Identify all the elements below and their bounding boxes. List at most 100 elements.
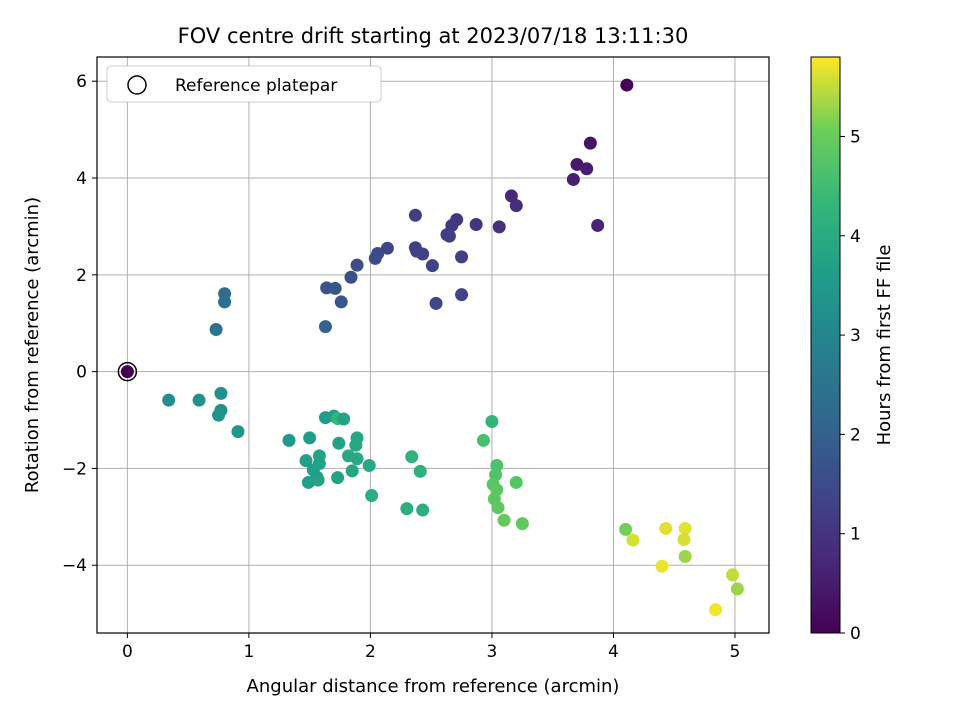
data-point <box>162 393 176 407</box>
legend-marker-reference <box>127 75 147 95</box>
data-point <box>425 259 439 273</box>
y-tick-label: 4 <box>76 169 87 189</box>
data-point <box>318 320 332 334</box>
data-point <box>231 425 245 439</box>
y-tick-label: 0 <box>76 363 87 383</box>
data-point <box>331 471 345 485</box>
y-axis-label: Rotation from reference (arcmin) <box>22 197 43 493</box>
data-point <box>730 582 744 596</box>
data-point <box>368 251 382 265</box>
data-point <box>678 521 692 535</box>
data-point <box>619 522 633 536</box>
data-point <box>192 393 206 407</box>
data-point <box>620 78 634 92</box>
colorbar-tick-label: 2 <box>850 425 861 445</box>
data-point <box>509 199 523 213</box>
colorbar-gradient <box>810 56 841 634</box>
data-point <box>344 270 358 284</box>
x-tick-label: 0 <box>122 642 133 662</box>
data-point <box>709 603 723 617</box>
colorbar: 0 1 2 3 4 5 Hours from first FF file <box>810 56 895 644</box>
legend: Reference platepar <box>106 65 382 103</box>
data-point <box>362 459 376 473</box>
data-point <box>328 281 342 295</box>
data-point <box>334 295 348 309</box>
data-point <box>120 365 134 379</box>
data-point <box>655 559 669 573</box>
grid-lines <box>97 57 769 633</box>
data-point <box>497 513 511 527</box>
y-tick-label: 2 <box>76 266 87 286</box>
y-axis-ticks: −4 −2 0 2 4 6 <box>62 72 97 576</box>
data-point <box>350 452 364 466</box>
legend-label-reference: Reference platepar <box>175 76 337 96</box>
data-point <box>337 412 351 426</box>
data-point <box>209 323 223 337</box>
x-axis-label: Angular distance from reference (arcmin) <box>247 676 620 697</box>
data-point <box>491 501 505 515</box>
data-point <box>212 408 226 422</box>
data-point <box>504 189 518 203</box>
data-point <box>301 475 315 489</box>
data-point <box>469 217 483 231</box>
data-point <box>580 162 594 176</box>
data-point <box>332 436 346 450</box>
data-point <box>345 464 359 478</box>
data-point <box>303 431 317 445</box>
y-tick-label: −2 <box>62 459 87 479</box>
data-point <box>311 473 325 487</box>
colorbar-ticks: 0 1 2 3 4 5 <box>840 127 861 644</box>
data-point <box>365 489 379 503</box>
colorbar-tick-label: 4 <box>850 227 861 247</box>
x-tick-label: 1 <box>243 642 254 662</box>
x-axis-ticks: 0 1 2 3 4 5 <box>122 633 740 662</box>
data-point <box>492 220 506 234</box>
data-point <box>509 475 523 489</box>
colorbar-tick-label: 0 <box>850 624 861 644</box>
x-tick-label: 5 <box>730 642 741 662</box>
reference-marker <box>117 361 138 382</box>
x-tick-label: 2 <box>365 642 376 662</box>
data-point <box>476 433 490 447</box>
data-point <box>416 247 430 261</box>
data-point <box>566 172 580 186</box>
x-tick-label: 4 <box>608 642 619 662</box>
colorbar-tick-label: 3 <box>850 326 861 346</box>
data-point <box>455 288 469 302</box>
data-point <box>380 241 394 255</box>
data-point <box>429 296 443 310</box>
data-point <box>659 521 673 535</box>
data-point <box>405 450 419 464</box>
data-point <box>677 533 691 547</box>
data-point <box>678 550 692 564</box>
y-tick-label: −4 <box>62 556 87 576</box>
colorbar-tick-label: 1 <box>850 525 861 545</box>
data-point <box>726 568 740 582</box>
colorbar-tick-label: 5 <box>850 127 861 147</box>
data-point <box>282 433 296 447</box>
plot-frame <box>96 56 770 634</box>
data-point <box>408 208 422 222</box>
legend-box <box>106 65 382 103</box>
data-point <box>349 438 363 452</box>
y-tick-label: 6 <box>76 72 87 92</box>
data-point <box>413 464 427 478</box>
data-point <box>218 295 232 309</box>
data-point <box>416 503 430 517</box>
chart-title: FOV centre drift starting at 2023/07/18 … <box>178 24 689 48</box>
data-point <box>442 229 456 243</box>
data-point <box>350 258 364 272</box>
data-point <box>455 250 469 264</box>
data-point <box>583 136 597 150</box>
data-point <box>626 533 640 547</box>
colorbar-label: Hours from first FF file <box>874 245 895 446</box>
data-point <box>400 502 414 516</box>
data-point <box>299 454 313 468</box>
data-point <box>485 414 499 428</box>
data-point <box>570 157 584 171</box>
data-points <box>117 78 744 617</box>
data-point <box>591 218 605 232</box>
data-point <box>214 386 228 400</box>
